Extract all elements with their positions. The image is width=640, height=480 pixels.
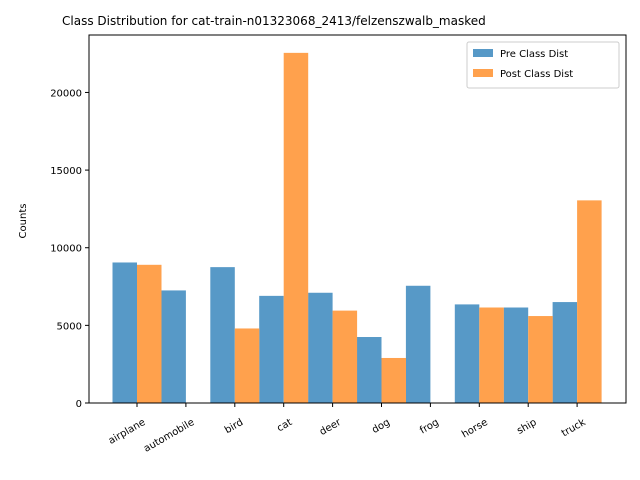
plot-frame (88, 34, 627, 404)
bars-group (112, 52, 602, 404)
x-tick-label-truck: truck (560, 417, 588, 439)
y-tick-label: 0 (76, 399, 82, 410)
bar-post-horse (479, 307, 504, 403)
y-tick-label: 20000 (50, 88, 82, 99)
x-tick-label-horse: horse (460, 417, 490, 440)
x-tick-label-cat: cat (275, 417, 294, 434)
x-tick-label-dog: dog (370, 417, 392, 436)
bar-pre-bird (210, 267, 235, 403)
legend-swatch-post (473, 69, 493, 77)
legend-label-pre: Pre Class Dist (500, 49, 568, 60)
bar-post-airplane (137, 264, 162, 403)
bar-pre-deer (308, 292, 333, 403)
x-tick-label-ship: ship (515, 417, 538, 437)
x-tick-label-bird: bird (223, 417, 245, 436)
y-tick-label: 10000 (50, 244, 82, 255)
legend: Pre Class Dist Post Class Dist (466, 41, 620, 89)
x-tick-label-automobile: automobile (142, 417, 196, 455)
bar-post-bird (234, 328, 260, 403)
bar-pre-frog (405, 285, 431, 403)
x-tick-label-airplane: airplane (107, 417, 148, 447)
bar-pre-airplane (112, 262, 137, 403)
bar-pre-automobile (161, 290, 186, 403)
bar-pre-cat (259, 295, 284, 403)
x-tick-label-frog: frog (418, 417, 441, 436)
x-tick-label-deer: deer (318, 417, 344, 438)
bar-post-deer (332, 310, 358, 403)
legend-label-post: Post Class Dist (500, 69, 573, 80)
bar-pre-ship (503, 307, 529, 403)
legend-swatch-pre (473, 49, 493, 57)
legend-box (466, 41, 620, 89)
bar-post-ship (528, 316, 553, 403)
bar-pre-truck (552, 302, 578, 403)
bar-pre-dog (357, 337, 382, 403)
y-axis-ticks: 0 5000 10000 15000 20000 (50, 88, 89, 410)
bar-pre-horse (454, 304, 480, 403)
y-tick-label: 15000 (50, 166, 82, 177)
chart-title: Class Distribution for cat-train-n013230… (62, 14, 486, 28)
bar-post-cat (283, 52, 309, 404)
bar-post-dog (381, 357, 406, 403)
y-axis-label: Counts (18, 204, 29, 239)
bar-post-truck (577, 200, 602, 403)
y-tick-label: 5000 (57, 321, 82, 332)
